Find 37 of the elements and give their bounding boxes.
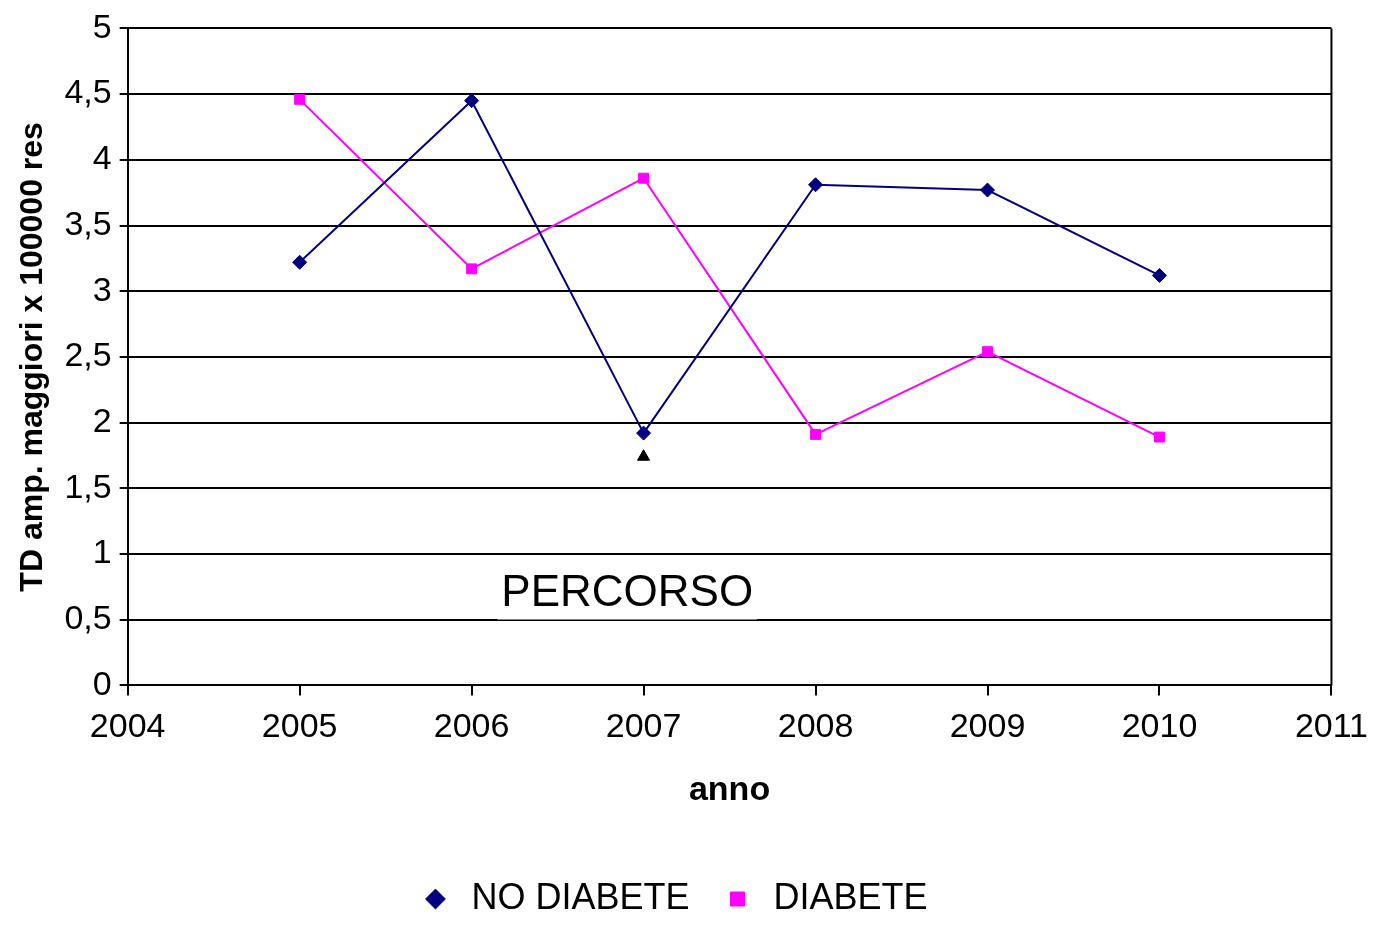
y-tick-label: 3 bbox=[92, 269, 112, 308]
point bbox=[810, 428, 821, 440]
y-tick-label: 2,5 bbox=[64, 335, 112, 374]
x-tick-label: 2004 bbox=[89, 706, 166, 745]
x-axis-title: anno bbox=[688, 768, 771, 807]
legend-label: NO DIABETE bbox=[471, 875, 690, 917]
point bbox=[464, 93, 480, 109]
point bbox=[292, 254, 308, 270]
point bbox=[982, 346, 993, 358]
y-tick-label: 5 bbox=[92, 6, 112, 45]
x-tick-label: 2006 bbox=[433, 706, 510, 745]
x-tick-label: 2011 bbox=[1294, 706, 1369, 745]
legend-label: DIABETE bbox=[773, 875, 928, 917]
point bbox=[980, 182, 996, 198]
y-tick-label: 1 bbox=[92, 532, 112, 571]
point bbox=[638, 172, 650, 184]
y-tick-label: 3,5 bbox=[64, 203, 112, 242]
y-tick-label: 4,5 bbox=[64, 72, 112, 111]
y-tick-label: 1,5 bbox=[64, 466, 112, 505]
x-tick-label: 2008 bbox=[777, 706, 854, 745]
point bbox=[1151, 267, 1167, 283]
point bbox=[808, 177, 824, 193]
y-tick-label: 2 bbox=[92, 400, 112, 439]
x-tick-label: 2005 bbox=[261, 706, 338, 745]
point bbox=[636, 425, 652, 441]
y-tick-label: 0,5 bbox=[64, 598, 112, 637]
y-tick-label: 4 bbox=[92, 138, 112, 177]
x-tick-label: 2010 bbox=[1121, 706, 1198, 745]
x-tick-label: 2007 bbox=[605, 706, 682, 745]
point bbox=[294, 93, 306, 105]
x-tick-label: 2009 bbox=[949, 706, 1026, 745]
y-tick-label: 0 bbox=[92, 663, 112, 702]
y-axis-title: TD amp. maggiori x 100000 res bbox=[13, 122, 50, 592]
point bbox=[466, 263, 478, 275]
point bbox=[1154, 431, 1165, 443]
annotation: PERCORSO bbox=[501, 565, 754, 615]
point bbox=[637, 449, 651, 461]
